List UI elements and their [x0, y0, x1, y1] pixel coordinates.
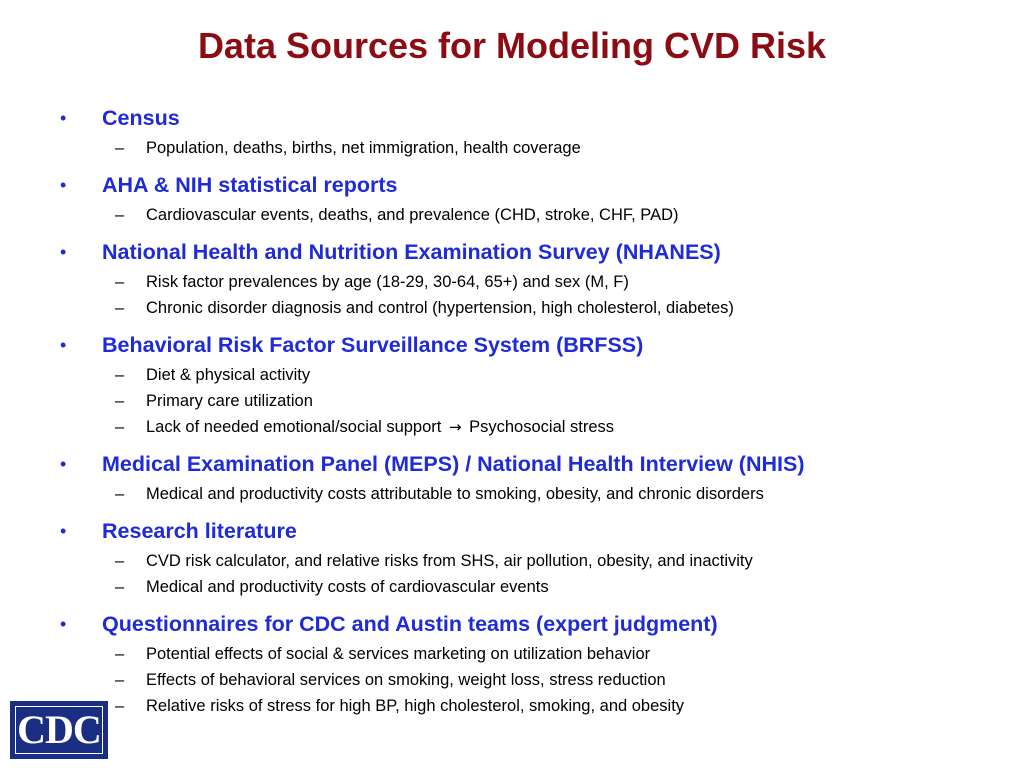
dash-icon: –	[115, 139, 125, 157]
section-aha-nih: • AHA & NIH statistical reports – Cardio…	[60, 169, 1000, 228]
sub-item: – CVD risk calculator, and relative risk…	[60, 548, 1000, 574]
right-arrow-icon: →	[448, 418, 462, 436]
dash-icon: –	[115, 671, 125, 689]
section-heading: National Health and Nutrition Examinatio…	[102, 240, 721, 264]
sub-item: – Relative risks of stress for high BP, …	[60, 693, 1000, 719]
sub-item: – Chronic disorder diagnosis and control…	[60, 295, 1000, 321]
bullet-icon: •	[60, 335, 67, 355]
dash-icon: –	[115, 273, 125, 291]
sub-item: – Lack of needed emotional/social suppor…	[60, 414, 1000, 440]
sub-item-text: Population, deaths, births, net immigrat…	[146, 139, 581, 157]
bullet-icon: •	[60, 614, 67, 634]
sub-item: – Primary care utilization	[60, 388, 1000, 414]
section-heading: Medical Examination Panel (MEPS) / Natio…	[102, 452, 805, 476]
section-meps-nhis: • Medical Examination Panel (MEPS) / Nat…	[60, 448, 1000, 507]
dash-icon: –	[115, 485, 125, 503]
dash-icon: –	[115, 578, 125, 596]
sub-item-text: Cardiovascular events, deaths, and preva…	[146, 206, 679, 224]
cdc-logo: CDC	[10, 701, 108, 759]
sub-item: – Cardiovascular events, deaths, and pre…	[60, 202, 1000, 228]
bullet-icon: •	[60, 175, 67, 195]
dash-icon: –	[115, 299, 125, 317]
sub-item-text: Chronic disorder diagnosis and control (…	[146, 299, 734, 317]
sub-item-text: Risk factor prevalences by age (18-29, 3…	[146, 273, 629, 291]
sub-item-text: Medical and productivity costs attributa…	[146, 485, 764, 503]
bullet-icon: •	[60, 454, 67, 474]
dash-icon: –	[115, 392, 125, 410]
dash-icon: –	[115, 206, 125, 224]
sub-item-text: CVD risk calculator, and relative risks …	[146, 552, 753, 570]
dash-icon: –	[115, 552, 125, 570]
dash-icon: –	[115, 697, 125, 715]
sub-item: – Potential effects of social & services…	[60, 641, 1000, 667]
slide-title: Data Sources for Modeling CVD Risk	[197, 25, 827, 66]
sub-item-text: Potential effects of social & services m…	[146, 645, 651, 663]
section-heading: Behavioral Risk Factor Surveillance Syst…	[102, 333, 644, 357]
sub-item-text: Medical and productivity costs of cardio…	[146, 578, 549, 596]
sub-item-text: Primary care utilization	[146, 392, 313, 410]
section-heading: AHA & NIH statistical reports	[102, 173, 398, 197]
sub-item: – Effects of behavioral services on smok…	[60, 667, 1000, 693]
bullet-icon: •	[60, 242, 67, 262]
sub-item-text: Relative risks of stress for high BP, hi…	[146, 697, 685, 715]
bullet-icon: •	[60, 108, 67, 128]
dash-icon: –	[115, 418, 125, 436]
sub-item-text: Lack of needed emotional/social support	[146, 418, 442, 436]
section-heading: Research literature	[102, 519, 297, 543]
sub-item: – Diet & physical activity	[60, 362, 1000, 388]
dash-icon: –	[115, 366, 125, 384]
section-heading: Questionnaires for CDC and Austin teams …	[102, 612, 718, 636]
sub-item: – Risk factor prevalences by age (18-29,…	[60, 269, 1000, 295]
section-brfss: • Behavioral Risk Factor Surveillance Sy…	[60, 329, 1000, 440]
dash-icon: –	[115, 645, 125, 663]
section-questionnaires: • Questionnaires for CDC and Austin team…	[60, 608, 1000, 719]
sub-item-text: Effects of behavioral services on smokin…	[146, 671, 666, 689]
sub-item: – Medical and productivity costs attribu…	[60, 481, 1000, 507]
sub-item: – Medical and productivity costs of card…	[60, 574, 1000, 600]
section-census: • Census – Population, deaths, births, n…	[60, 102, 1000, 161]
bullet-list: • Census – Population, deaths, births, n…	[60, 102, 1000, 719]
sub-item-text: Psychosocial stress	[469, 418, 615, 436]
bullet-icon: •	[60, 521, 67, 541]
cdc-logo-text: CDC	[17, 707, 102, 752]
section-nhanes: • National Health and Nutrition Examinat…	[60, 236, 1000, 321]
section-research-literature: • Research literature – CVD risk calcula…	[60, 515, 1000, 600]
sub-item-text: Diet & physical activity	[146, 366, 311, 384]
sub-item: – Population, deaths, births, net immigr…	[60, 135, 1000, 161]
section-heading: Census	[102, 106, 180, 130]
